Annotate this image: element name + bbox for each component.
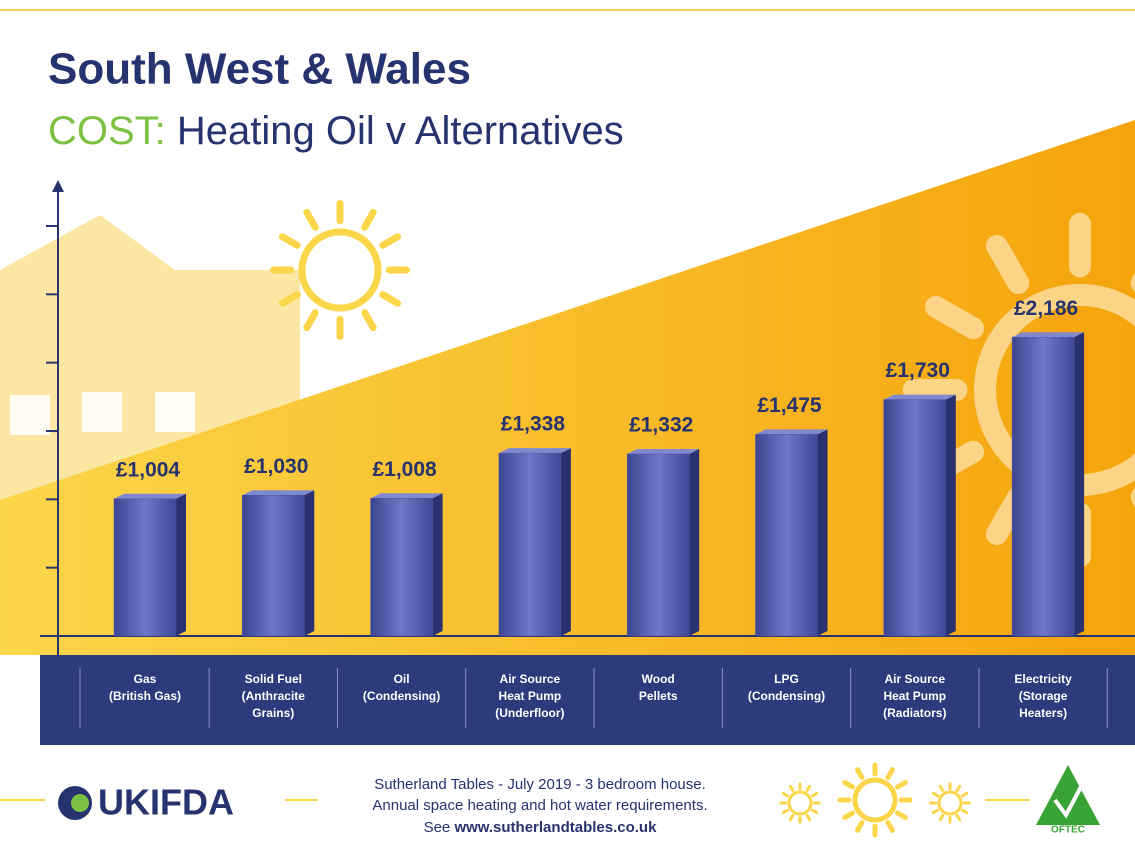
house-windows xyxy=(10,392,195,435)
sun-disc xyxy=(855,780,895,820)
x-tick-label: Solid Fuel (Anthracite Grains) xyxy=(213,671,333,722)
sun-ray xyxy=(783,810,787,812)
bar-top xyxy=(499,448,571,453)
bar xyxy=(1012,337,1074,636)
sun-ray xyxy=(888,770,893,778)
sun-ray xyxy=(962,810,966,812)
sun-disc xyxy=(939,792,961,814)
sun-ray xyxy=(790,786,792,790)
sun-ray xyxy=(812,793,816,795)
bar-side xyxy=(1074,332,1084,636)
value-label: £2,186 xyxy=(1014,297,1078,320)
sun-ray xyxy=(898,813,906,818)
logo-icon xyxy=(71,794,89,812)
source-link: See www.sutherlandtables.co.uk xyxy=(424,819,658,836)
source-text: Sutherland Tables - July 2019 - 3 bedroo… xyxy=(374,776,706,793)
sun-ray xyxy=(888,823,893,831)
value-label: £1,030 xyxy=(244,455,308,478)
value-label: £1,008 xyxy=(372,458,437,481)
bar-side xyxy=(946,395,956,636)
chart-title: South West & Wales xyxy=(48,45,471,94)
value-label: £1,730 xyxy=(886,359,950,382)
sun-ray xyxy=(957,815,959,819)
badge-text: OFTEC xyxy=(1051,825,1085,836)
sun-ray xyxy=(783,793,787,795)
sun-ray xyxy=(940,815,942,819)
sun-ray xyxy=(807,815,809,819)
sun-ray xyxy=(933,810,937,812)
sun-ray xyxy=(858,823,863,831)
bar-side xyxy=(304,490,314,636)
subtitle-highlight: COST: xyxy=(48,109,166,153)
sun-ray xyxy=(898,783,906,788)
sun-ray xyxy=(957,786,959,790)
value-label: £1,004 xyxy=(116,458,181,481)
bar xyxy=(371,498,433,636)
x-tick-label: Wood Pellets xyxy=(598,671,718,705)
sun-ray xyxy=(858,770,863,778)
bar-top xyxy=(1012,332,1084,337)
link[interactable]: www.sutherlandtables.co.uk xyxy=(453,819,657,836)
bar xyxy=(627,454,689,636)
value-label: £1,338 xyxy=(501,413,566,436)
bar xyxy=(242,495,304,636)
value-label: £1,475 xyxy=(757,394,822,417)
sun-ray xyxy=(812,810,816,812)
bar-top xyxy=(627,449,699,454)
badge-shape xyxy=(1036,765,1100,825)
x-tick-label: Air Source Heat Pump (Underfloor) xyxy=(470,671,590,722)
source-text: Annual space heating and hot water requi… xyxy=(372,797,707,814)
sun-ray xyxy=(807,786,809,790)
sun-ray xyxy=(933,793,937,795)
bar-side xyxy=(433,493,443,636)
logo-text: UKIFDA xyxy=(98,782,234,823)
sun-ray xyxy=(845,783,853,788)
value-label: £1,332 xyxy=(629,414,693,437)
bar-side xyxy=(689,449,699,636)
bar-top xyxy=(114,494,186,499)
subtitle-text: Heating Oil v Alternatives xyxy=(177,109,624,153)
bar-top xyxy=(756,429,828,434)
bar-side xyxy=(176,494,186,636)
bar-side xyxy=(818,429,828,636)
sun-ray xyxy=(962,793,966,795)
bar-side xyxy=(561,448,571,636)
x-tick-label: Gas (British Gas) xyxy=(85,671,205,705)
sun-ray xyxy=(790,815,792,819)
link-prefix: See xyxy=(424,819,451,836)
chart-subtitle: COST: Heating Oil v Alternatives xyxy=(48,109,624,153)
bar xyxy=(756,434,818,636)
footer-suns xyxy=(781,765,970,835)
bar-top xyxy=(371,493,443,498)
infographic: South West & Wales COST: Heating Oil v A… xyxy=(0,0,1135,841)
bar xyxy=(499,453,561,636)
sun-ray xyxy=(940,786,942,790)
x-tick-label: Electricity (Storage Heaters) xyxy=(983,671,1103,722)
bar-top xyxy=(242,490,314,495)
x-tick-label: Air Source Heat Pump (Radiators) xyxy=(855,671,975,722)
bar-top xyxy=(884,395,956,400)
x-tick-label: LPG (Condensing) xyxy=(727,671,847,705)
sun-ray xyxy=(845,813,853,818)
sun-disc xyxy=(789,792,811,814)
bar xyxy=(884,400,946,636)
x-tick-label: Oil (Condensing) xyxy=(342,671,462,705)
bar xyxy=(114,499,176,636)
